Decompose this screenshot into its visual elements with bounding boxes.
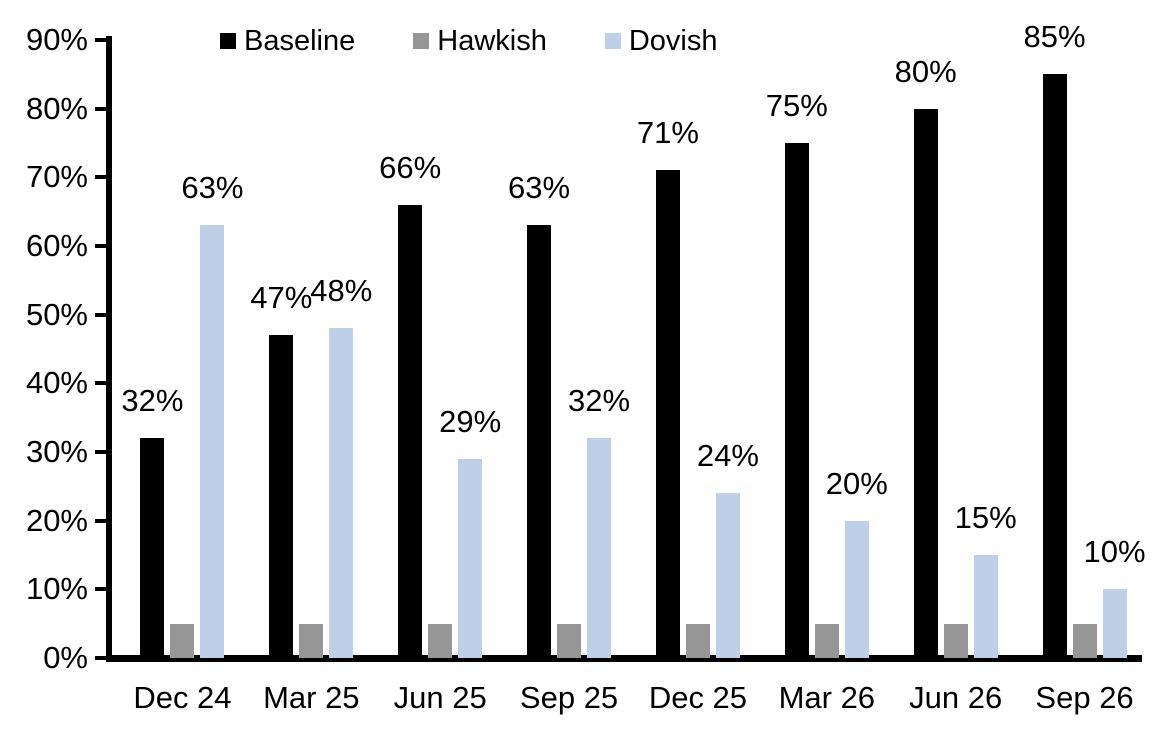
- value-label-dovish-sep-26: 10%: [1083, 534, 1146, 570]
- y-tick-label: 90%: [25, 22, 88, 57]
- y-tick-label: 70%: [25, 159, 88, 195]
- bar-baseline-mar-25: [269, 335, 294, 658]
- legend-swatch-hawkish: [413, 33, 430, 49]
- bar-dovish-dec-25: [715, 493, 740, 658]
- bar-dovish-sep-25: [587, 438, 612, 658]
- y-tick-mark: [95, 38, 106, 42]
- bar-baseline-sep-26: [1042, 74, 1067, 658]
- value-label-dovish-sep-25: 32%: [568, 383, 631, 419]
- bar-baseline-jun-25: [398, 204, 423, 658]
- y-tick-label: 50%: [25, 296, 88, 332]
- x-category-label-mar-26: Mar 26: [778, 680, 876, 715]
- x-category-label-sep-26: Sep 26: [1035, 680, 1134, 715]
- legend-label-dovish: Dovish: [628, 25, 718, 57]
- legend-swatch-baseline: [220, 33, 236, 49]
- y-tick-mark: [95, 244, 106, 248]
- y-tick-mark: [95, 587, 106, 592]
- bar-hawkish-sep-25: [557, 623, 582, 658]
- x-category-label-jun-26: Jun 26: [909, 680, 1003, 715]
- legend-swatch-dovish: [604, 33, 621, 49]
- x-category-label-dec-24: Dec 24: [133, 680, 232, 715]
- value-label-dovish-jun-25: 29%: [439, 403, 502, 439]
- bar-hawkish-mar-25: [299, 623, 324, 658]
- bar-hawkish-sep-26: [1072, 623, 1097, 658]
- x-category-label-mar-25: Mar 25: [263, 680, 360, 715]
- value-label-dovish-dec-24: 63%: [181, 170, 244, 206]
- y-tick-mark: [95, 175, 106, 180]
- y-tick-label: 0%: [43, 640, 88, 675]
- bar-baseline-sep-25: [527, 225, 552, 658]
- bar-dovish-jun-26: [973, 555, 998, 658]
- y-tick-mark: [95, 106, 106, 111]
- value-label-baseline-jun-25: 66%: [379, 149, 442, 185]
- bar-baseline-jun-26: [913, 108, 938, 658]
- value-label-dovish-dec-25: 24%: [696, 438, 759, 474]
- legend-label-hawkish: Hawkish: [437, 25, 547, 57]
- value-label-dovish-mar-25: 48%: [310, 273, 373, 309]
- y-tick-label: 10%: [25, 571, 88, 607]
- value-label-baseline-dec-25: 71%: [636, 115, 699, 151]
- value-label-baseline-sep-25: 63%: [508, 170, 571, 206]
- y-tick-label: 30%: [25, 434, 88, 469]
- bar-hawkish-dec-25: [685, 623, 710, 658]
- bar-hawkish-dec-24: [170, 623, 195, 658]
- legend: Baseline Hawkish Dovish: [220, 24, 718, 58]
- bar-hawkish-jun-26: [943, 623, 968, 658]
- bar-hawkish-mar-26: [814, 623, 839, 658]
- y-tick-mark: [95, 518, 106, 523]
- value-label-baseline-mar-25: 47%: [250, 280, 313, 316]
- bar-baseline-dec-24: [140, 438, 165, 658]
- value-label-dovish-jun-26: 15%: [954, 500, 1017, 535]
- bar-dovish-mar-25: [329, 328, 354, 658]
- bar-dovish-sep-26: [1102, 589, 1127, 658]
- y-tick-mark: [95, 450, 106, 454]
- x-category-label-sep-25: Sep 25: [519, 680, 619, 715]
- bar-baseline-dec-25: [655, 170, 680, 658]
- y-tick-mark: [95, 656, 106, 660]
- value-label-baseline-sep-26: 85%: [1023, 19, 1086, 55]
- legend-item-dovish: Dovish: [604, 24, 718, 58]
- y-tick-label: 80%: [25, 90, 88, 126]
- legend-item-hawkish: Hawkish: [413, 24, 547, 58]
- y-tick-mark: [95, 381, 106, 386]
- x-axis-line: [106, 655, 1142, 662]
- x-category-label-jun-25: Jun 25: [393, 680, 487, 715]
- x-category-label-dec-25: Dec 25: [648, 680, 748, 715]
- bar-dovish-mar-26: [844, 520, 869, 658]
- y-tick-label: 20%: [25, 502, 88, 538]
- bar-hawkish-jun-25: [428, 623, 453, 658]
- y-tick-label: 60%: [25, 228, 88, 263]
- value-label-baseline-mar-26: 75%: [765, 88, 828, 123]
- value-label-dovish-mar-26: 20%: [825, 465, 888, 501]
- value-label-baseline-jun-26: 80%: [894, 53, 957, 89]
- value-label-baseline-dec-24: 32%: [121, 383, 184, 419]
- y-tick-label: 40%: [25, 365, 88, 401]
- y-axis-line: [106, 36, 112, 661]
- bar-dovish-dec-24: [200, 225, 225, 658]
- bar-baseline-mar-26: [784, 143, 809, 658]
- legend-label-baseline: Baseline: [244, 25, 356, 57]
- y-tick-mark: [95, 312, 106, 317]
- legend-item-baseline: Baseline: [220, 24, 355, 58]
- bar-dovish-jun-25: [458, 458, 483, 658]
